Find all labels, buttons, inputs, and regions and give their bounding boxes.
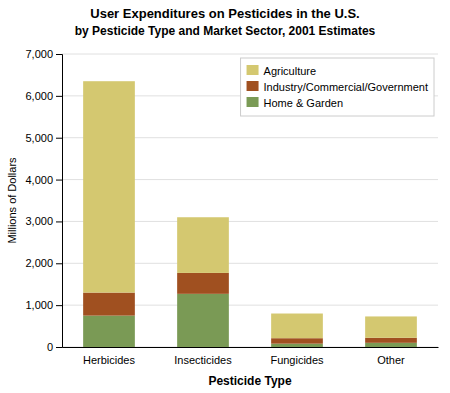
legend-box: [241, 58, 434, 116]
bar: [271, 314, 323, 339]
tick-label: 5,000: [25, 132, 53, 144]
tick: Herbicides: [83, 354, 135, 366]
tick: 3,000: [25, 215, 62, 227]
tick: Other: [377, 354, 405, 366]
tick: Insecticides: [174, 354, 232, 366]
bar-series: [83, 81, 417, 338]
tick: 6,000: [25, 90, 62, 102]
tick-label: 2,000: [25, 257, 53, 269]
x-axis-title: Pesticide Type: [208, 374, 291, 388]
tick-mark: [56, 221, 62, 222]
tick: 7,000: [25, 48, 62, 60]
tick-label: Insecticides: [174, 354, 232, 366]
axis-line: [63, 347, 439, 348]
tick-mark: [56, 138, 62, 139]
bar: [271, 338, 323, 343]
bars: [83, 81, 417, 347]
legend-label: Home & Garden: [264, 97, 343, 109]
tick: 2,000: [25, 257, 62, 269]
legend-item: Home & Garden: [247, 97, 343, 109]
title: User Expenditures on Pesticides in the U…: [90, 6, 359, 21]
grid: [62, 54, 438, 347]
axis-line: [56, 55, 63, 348]
bar: [177, 217, 229, 273]
tick-label: Other: [377, 354, 405, 366]
tick-mark: [56, 263, 62, 264]
tick-mark: [56, 305, 62, 306]
tick-mark: [56, 54, 62, 55]
bar: [177, 294, 229, 347]
legend-item: Agriculture: [247, 65, 317, 77]
x-axis: Herbicides Insecticides Fungicides Other: [63, 348, 439, 366]
legend-item: Industry/Commercial/Government: [247, 81, 428, 93]
tick-label: 4,000: [25, 174, 53, 186]
tick-label: Herbicides: [83, 354, 135, 366]
legend-label: Industry/Commercial/Government: [264, 81, 428, 93]
tick-mark: [56, 180, 62, 181]
tick-label: 7,000: [25, 48, 53, 60]
tick: 4,000: [25, 174, 62, 186]
tick-label: 6,000: [25, 90, 53, 102]
bar: [177, 273, 229, 294]
tick-label: 1,000: [25, 299, 53, 311]
bar: [365, 316, 417, 337]
y-axis-title: Millions of Dollars: [6, 157, 18, 244]
y-axis: 0 1,000 2,000 3,000 4,000 5,000 6,000 7,000: [25, 48, 62, 353]
legend-swatch: [247, 65, 259, 75]
tick-label: Fungicides: [270, 354, 324, 366]
tick: 0: [47, 341, 62, 353]
bar: [271, 344, 323, 347]
bar: [83, 293, 135, 316]
tick-label: 0: [47, 341, 53, 353]
tick: 5,000: [25, 132, 62, 144]
tick-mark: [56, 347, 62, 348]
grid-line: [62, 54, 438, 55]
bar: [365, 338, 417, 343]
tick-label: 3,000: [25, 215, 53, 227]
legend-label: Agriculture: [264, 65, 317, 77]
bar: [83, 81, 135, 292]
plot-area: 0 1,000 2,000 3,000 4,000 5,000 6,000 7,000 Herb…: [25, 48, 438, 366]
bar: [83, 316, 135, 347]
legend: Agriculture Industry/Commercial/Governmen…: [241, 58, 434, 116]
tick: 1,000: [25, 299, 62, 311]
subtitle: by Pesticide Type and Market Sector, 200…: [75, 24, 376, 38]
bar: [365, 343, 417, 347]
tick-mark: [56, 96, 62, 97]
legend-swatch: [247, 97, 259, 107]
chart: User Expenditures on Pesticides in the U…: [0, 0, 450, 393]
tick: Fungicides: [270, 354, 324, 366]
legend-swatch: [247, 81, 259, 91]
